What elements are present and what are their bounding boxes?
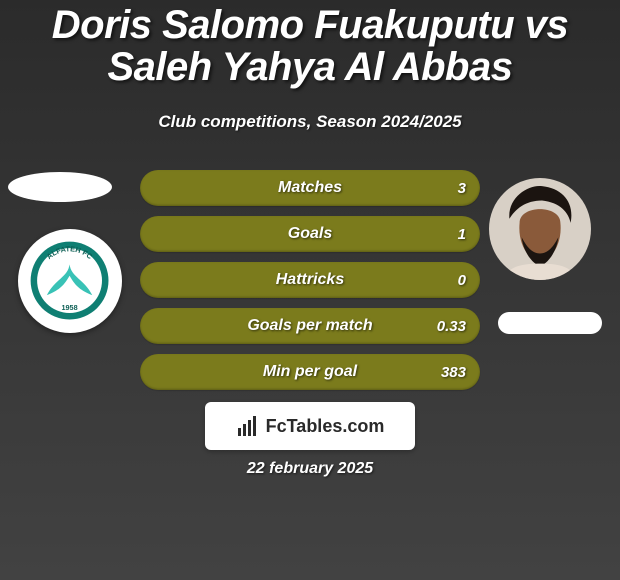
comparison-card: Doris Salomo Fuakuputu vs Saleh Yahya Al… bbox=[0, 0, 620, 580]
alfateh-logo-icon: ALFATEH FC 1958 bbox=[29, 240, 110, 321]
player-right-avatar bbox=[489, 178, 591, 280]
page-title: Doris Salomo Fuakuputu vs Saleh Yahya Al… bbox=[0, 4, 620, 88]
stat-value-right: 383 bbox=[441, 364, 466, 381]
stat-label: Goals per match bbox=[247, 317, 372, 335]
stat-value-right: 0 bbox=[458, 272, 466, 289]
svg-text:1958: 1958 bbox=[62, 303, 78, 312]
stat-label: Matches bbox=[278, 179, 342, 197]
stat-row: Goals 1 bbox=[140, 216, 480, 252]
stat-value-right: 0.33 bbox=[437, 318, 466, 335]
stats-table: Matches 3 Goals 1 Hattricks 0 Goals per match 0… bbox=[140, 170, 480, 400]
date-text: 22 february 2025 bbox=[0, 460, 620, 478]
player-left-avatar-placeholder bbox=[8, 172, 112, 202]
stat-value-right: 1 bbox=[458, 226, 466, 243]
stat-label: Hattricks bbox=[276, 271, 344, 289]
player-right-portrait-icon bbox=[489, 178, 591, 280]
bar-chart-icon bbox=[236, 414, 260, 438]
page-subtitle: Club competitions, Season 2024/2025 bbox=[0, 112, 620, 132]
stat-label: Min per goal bbox=[263, 363, 357, 381]
player-left-club-badge: ALFATEH FC 1958 bbox=[18, 229, 122, 333]
stat-row: Matches 3 bbox=[140, 170, 480, 206]
stat-label: Goals bbox=[288, 225, 332, 243]
player-right-club-placeholder bbox=[498, 312, 602, 334]
branding-text: FcTables.com bbox=[266, 416, 385, 437]
stat-value-right: 3 bbox=[458, 180, 466, 197]
stat-row: Goals per match 0.33 bbox=[140, 308, 480, 344]
branding-card[interactable]: FcTables.com bbox=[205, 402, 415, 450]
stat-row: Min per goal 383 bbox=[140, 354, 480, 390]
stat-row: Hattricks 0 bbox=[140, 262, 480, 298]
